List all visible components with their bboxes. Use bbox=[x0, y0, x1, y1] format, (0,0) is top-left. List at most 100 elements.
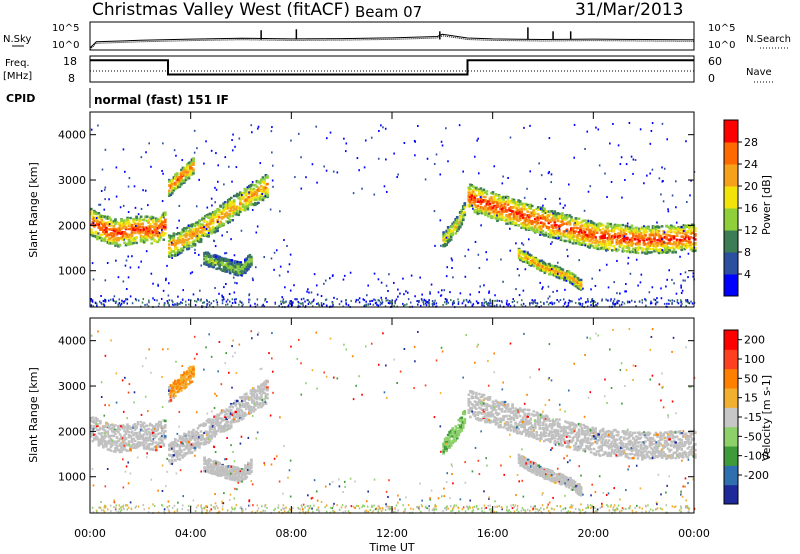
power-cell bbox=[501, 301, 503, 304]
power-cell bbox=[147, 234, 150, 237]
power-cell bbox=[541, 233, 545, 236]
power-cell bbox=[237, 267, 241, 270]
power-cell bbox=[591, 299, 594, 302]
power-cell bbox=[252, 184, 256, 187]
power-cell bbox=[297, 132, 300, 135]
power-cell bbox=[591, 297, 594, 300]
power-cell bbox=[199, 226, 203, 229]
power-cell bbox=[519, 251, 522, 254]
power-cell bbox=[183, 180, 186, 183]
power-cell bbox=[511, 198, 514, 201]
power-cell bbox=[518, 215, 522, 218]
power-cell bbox=[620, 238, 623, 242]
power-cell bbox=[650, 238, 653, 241]
power-cell bbox=[449, 299, 452, 302]
power-cell bbox=[124, 237, 128, 240]
velocity-cell bbox=[97, 428, 101, 432]
power-cell bbox=[621, 238, 625, 242]
power-cell bbox=[239, 273, 243, 277]
power-cell bbox=[577, 231, 581, 234]
power-cell bbox=[488, 206, 492, 210]
power-cell bbox=[535, 222, 539, 226]
power-cell bbox=[648, 229, 652, 232]
power-cell bbox=[630, 237, 634, 240]
power-cell bbox=[381, 301, 384, 304]
power-cell bbox=[623, 302, 626, 305]
power-cell bbox=[171, 303, 174, 306]
power-cell bbox=[500, 258, 502, 261]
power-cell bbox=[248, 195, 251, 199]
power-cell bbox=[383, 185, 386, 188]
power-cell bbox=[488, 211, 492, 215]
power-cell bbox=[497, 210, 501, 214]
power-cell bbox=[109, 228, 113, 231]
power-cell bbox=[533, 212, 537, 216]
power-cell bbox=[537, 266, 541, 270]
power-cell bbox=[260, 180, 263, 183]
power-cell bbox=[163, 226, 167, 229]
power-cell bbox=[544, 218, 548, 222]
power-cell bbox=[172, 236, 176, 239]
power-cell bbox=[153, 239, 157, 242]
power-cell bbox=[264, 195, 267, 198]
power-cell bbox=[336, 298, 338, 301]
power-cell bbox=[505, 195, 508, 198]
power-cell bbox=[99, 228, 102, 231]
power-cell bbox=[571, 219, 575, 222]
power-cell bbox=[507, 177, 509, 180]
power-cell bbox=[638, 227, 641, 230]
power-cell bbox=[618, 242, 622, 246]
power-cell bbox=[91, 262, 94, 265]
power-cell bbox=[252, 198, 256, 202]
power-cell bbox=[220, 211, 224, 215]
power-cell bbox=[163, 213, 167, 216]
power-cell bbox=[537, 262, 541, 265]
power-cell bbox=[441, 144, 444, 147]
power-cell bbox=[467, 186, 471, 189]
power-cell bbox=[244, 258, 247, 262]
power-cell bbox=[478, 267, 481, 270]
power-cell bbox=[526, 214, 529, 217]
power-cell bbox=[598, 269, 601, 272]
power-cell bbox=[160, 234, 164, 237]
power-cell bbox=[103, 223, 107, 226]
power-cell bbox=[394, 302, 397, 305]
power-cell bbox=[573, 226, 576, 229]
power-cell bbox=[665, 224, 668, 228]
power-cell bbox=[108, 223, 111, 226]
power-cell bbox=[630, 299, 633, 302]
power-cell bbox=[653, 298, 655, 301]
power-cell bbox=[177, 252, 180, 255]
power-cell bbox=[184, 300, 187, 303]
power-cell bbox=[237, 271, 241, 275]
power-cell bbox=[175, 239, 179, 243]
power-cell bbox=[609, 244, 613, 247]
power-cell bbox=[666, 241, 670, 245]
power-cell bbox=[557, 269, 560, 272]
power-cell bbox=[178, 204, 181, 207]
power-cell bbox=[623, 249, 626, 253]
power-cell bbox=[223, 214, 227, 217]
power-cell bbox=[638, 246, 641, 250]
power-cell bbox=[181, 298, 184, 301]
power-cell bbox=[121, 224, 125, 227]
power-cell bbox=[472, 303, 475, 306]
power-cell bbox=[228, 271, 232, 275]
power-cell bbox=[594, 241, 597, 245]
power-cell bbox=[544, 216, 548, 220]
power-cell bbox=[194, 251, 196, 254]
power-cell bbox=[591, 231, 594, 234]
power-cell bbox=[618, 240, 622, 243]
power-cell bbox=[665, 248, 668, 251]
power-cell bbox=[145, 151, 147, 154]
power-cell bbox=[129, 266, 132, 269]
power-cell bbox=[567, 221, 570, 225]
power-cell bbox=[594, 244, 597, 247]
power-cell bbox=[261, 186, 265, 189]
power-cell bbox=[555, 275, 559, 279]
power-cell bbox=[249, 193, 253, 196]
power-cell bbox=[519, 256, 522, 260]
power-cell bbox=[431, 302, 434, 305]
power-cell bbox=[641, 299, 643, 302]
power-cell bbox=[547, 213, 551, 217]
